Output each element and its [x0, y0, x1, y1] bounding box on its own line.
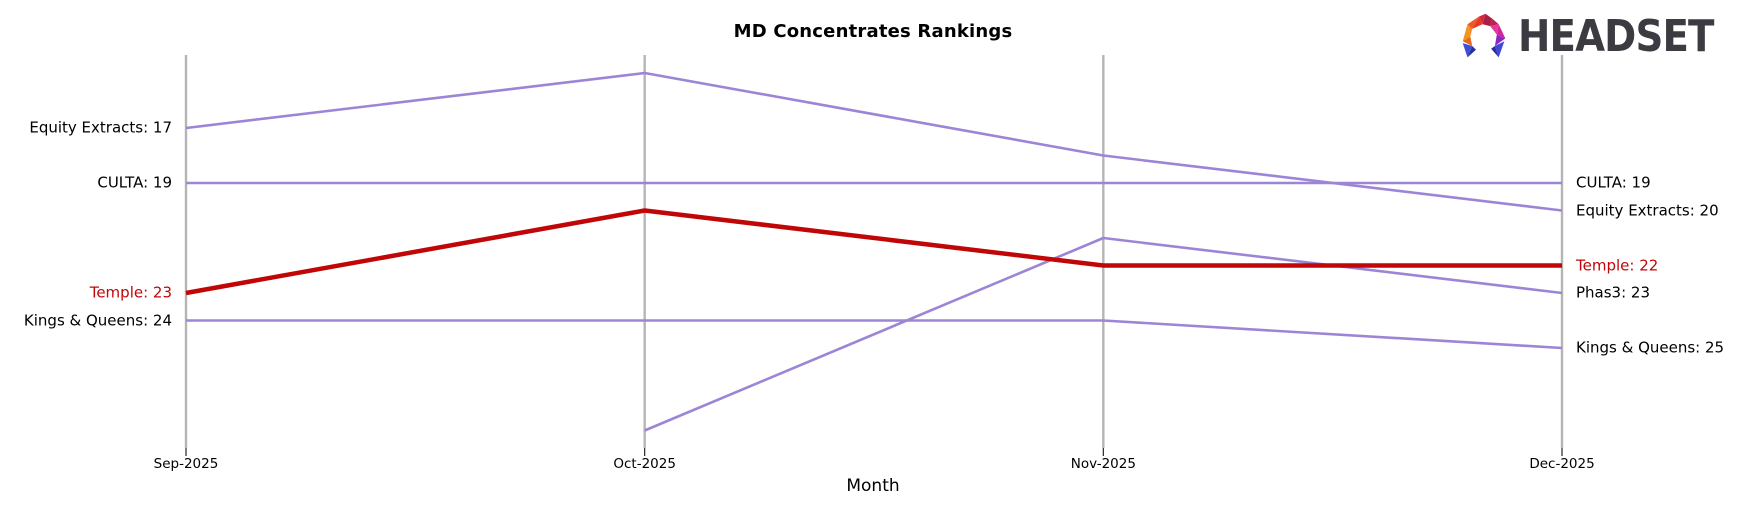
right-label-phas3: Phas3: 23: [1576, 283, 1651, 302]
left-label-temple: Temple: 23: [89, 283, 172, 302]
headset-logo-icon: [1462, 13, 1506, 58]
series-line-phas3: [644, 236, 1563, 432]
x-tick-label-oct-2025: Oct-2025: [613, 456, 676, 472]
right-label-equity-extracts: Equity Extracts: 20: [1576, 201, 1719, 219]
headset-logo: HEADSET: [1456, 10, 1740, 63]
series-line-equity-extracts: [185, 71, 1563, 212]
headset-logo-text: HEADSET: [1517, 10, 1714, 62]
series-line-temple: [185, 208, 1562, 296]
series-line-kings-queens: [186, 319, 1563, 350]
x-tick-label-dec-2025: Dec-2025: [1529, 456, 1595, 472]
right-label-culta: CULTA: 19: [1576, 173, 1651, 192]
right-label-kings-queens: Kings & Queens: 25: [1576, 338, 1725, 357]
chart-title: MD Concentrates Rankings: [733, 21, 1013, 42]
left-label-culta: CULTA: 19: [97, 173, 172, 192]
x-tick-label-sep-2025: Sep-2025: [153, 456, 219, 472]
right-label-temple: Temple: 22: [1576, 256, 1659, 274]
x-axis-title: Month: [846, 476, 900, 496]
left-label-kings-queens: Kings & Queens: 24: [23, 311, 172, 329]
x-tick-label-nov-2025: Nov-2025: [1070, 456, 1136, 472]
left-label-equity-extracts: Equity Extracts: 17: [29, 118, 172, 137]
